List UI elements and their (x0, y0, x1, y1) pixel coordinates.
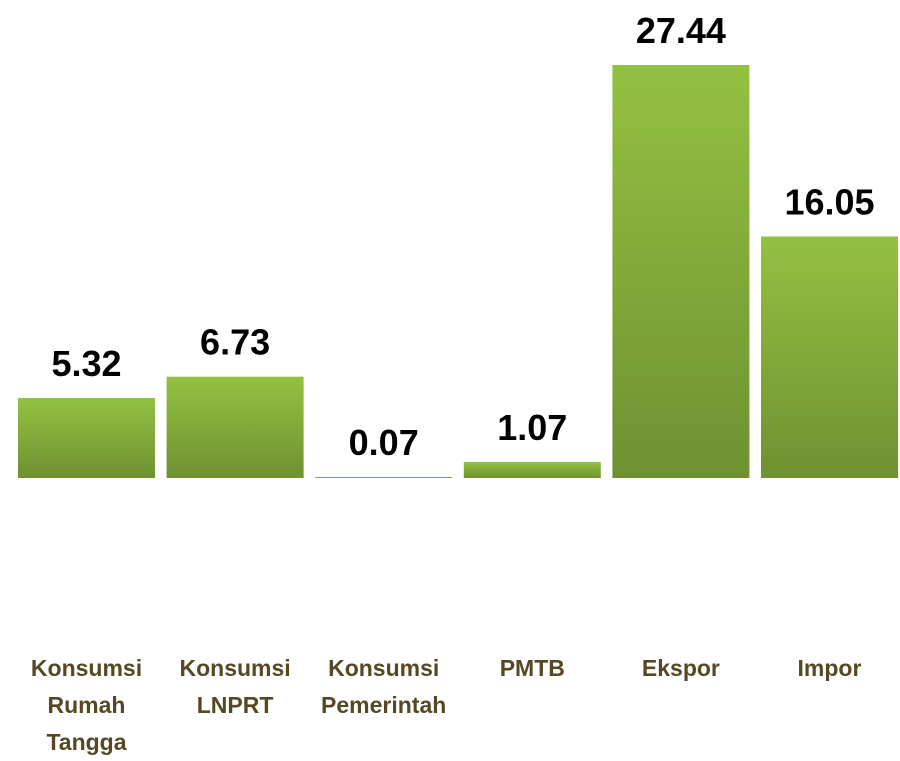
bar-shade (166, 376, 304, 478)
x-tick-label: Konsumsi Pemerintah (321, 655, 447, 718)
value-label: 27.44 (636, 10, 726, 51)
bar-shade (315, 476, 453, 478)
bar-shade (612, 65, 750, 478)
value-label: 1.07 (497, 407, 567, 448)
x-tick-label: Ekspor (641, 655, 720, 681)
x-tick-label: Konsumsi Rumah Tangga (30, 655, 143, 755)
bar-shade (463, 461, 601, 478)
value-label: 5.32 (51, 343, 121, 384)
bar-shade (18, 397, 155, 478)
x-tick-label: Konsumsi LNPRT (179, 655, 291, 718)
value-label: 0.07 (349, 422, 419, 463)
bar-shade (761, 236, 898, 478)
x-tick-label: Impor (797, 655, 862, 681)
value-label: 16.05 (784, 181, 874, 222)
value-label: 6.73 (200, 322, 270, 363)
x-tick-label: PMTB (499, 655, 565, 681)
